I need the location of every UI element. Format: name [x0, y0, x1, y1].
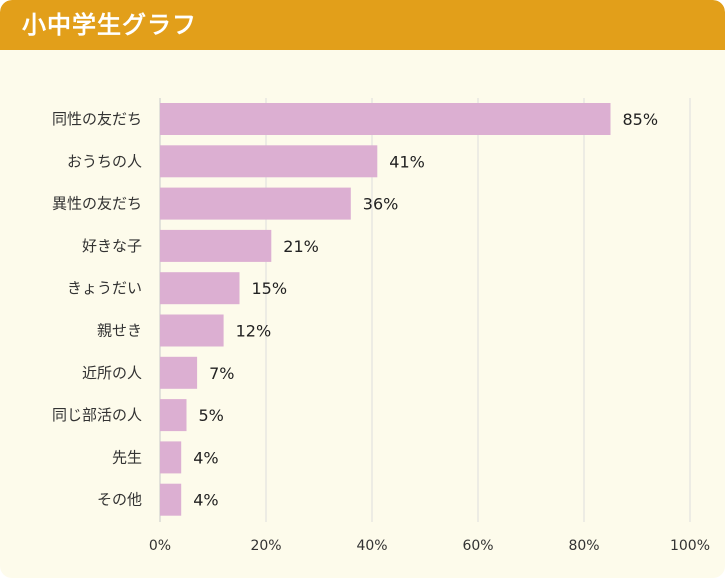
category-label: おうちの人	[67, 152, 142, 170]
value-label: 4%	[193, 448, 218, 467]
value-label: 5%	[199, 406, 224, 425]
value-label: 85%	[623, 110, 659, 129]
value-label: 4%	[193, 491, 218, 510]
value-label: 7%	[209, 364, 234, 383]
bar	[160, 145, 378, 178]
bar	[160, 356, 198, 389]
value-label: 21%	[283, 237, 319, 256]
bar	[160, 483, 182, 516]
category-label: 異性の友だち	[52, 195, 142, 213]
category-label: 親せき	[97, 322, 142, 340]
category-label: 同じ部活の人	[52, 406, 142, 424]
value-label: 41%	[389, 152, 425, 171]
category-label: 好きな子	[82, 237, 142, 255]
x-tick-label: 80%	[568, 538, 599, 554]
x-tick-label: 40%	[356, 538, 387, 554]
x-tick-label: 20%	[250, 538, 281, 554]
category-label: その他	[97, 491, 142, 509]
bar	[160, 229, 272, 262]
bar	[160, 272, 240, 305]
value-label: 12%	[236, 322, 272, 341]
bar	[160, 441, 182, 474]
category-label: きょうだい	[67, 279, 142, 297]
header-bar: 小中学生グラフ	[0, 0, 725, 50]
category-label: 同性の友だち	[52, 110, 142, 128]
bar	[160, 187, 351, 220]
value-label: 15%	[252, 279, 288, 298]
x-tick-label: 100%	[670, 538, 710, 554]
bar	[160, 314, 224, 347]
bar	[160, 103, 611, 135]
value-label: 36%	[363, 195, 399, 214]
page-title: 小中学生グラフ	[22, 11, 197, 39]
category-label: 近所の人	[82, 364, 142, 382]
x-tick-label: 60%	[462, 538, 493, 554]
bar	[160, 399, 187, 432]
category-label: 先生	[112, 448, 142, 466]
x-tick-label: 0%	[149, 538, 171, 554]
